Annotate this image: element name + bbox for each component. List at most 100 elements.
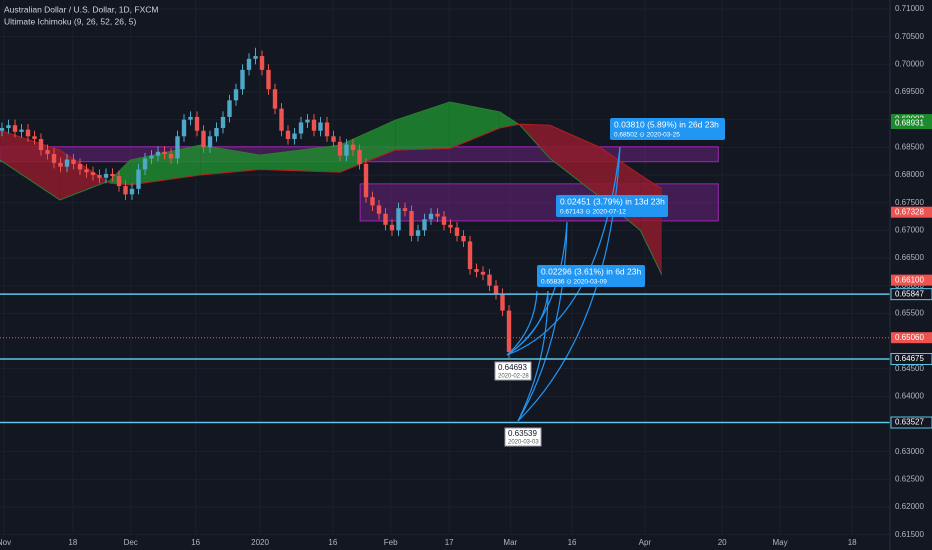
- y-tick-label: 0.64500: [895, 364, 924, 373]
- candle-body: [168, 153, 174, 159]
- candle-body: [487, 274, 492, 286]
- cloud-segment: [549, 125, 601, 198]
- curve: [506, 290, 549, 356]
- candle-body: [233, 89, 239, 101]
- candle-body: [357, 150, 362, 164]
- candle-body: [422, 219, 427, 231]
- y-tick-label: 0.67500: [895, 198, 924, 207]
- anchor-price: 0.64693: [498, 363, 527, 372]
- x-tick-label: 18: [68, 538, 77, 547]
- cloud-segment: [200, 145, 261, 176]
- candle-body: [227, 100, 232, 117]
- cloud-segment: [260, 145, 341, 173]
- y-tick-label: 0.61500: [895, 530, 924, 539]
- candle-body: [6, 125, 11, 128]
- measure-detail: 0.65836 ⊙ 2020-03-09: [541, 279, 607, 286]
- candle-body: [376, 205, 382, 214]
- candle-body: [162, 151, 167, 154]
- candle-body: [370, 197, 375, 206]
- x-tick-label: 17: [445, 538, 454, 547]
- price-label: 0.66100: [895, 275, 924, 284]
- candle-body: [64, 159, 70, 167]
- measure-box: [610, 118, 725, 140]
- cloud-line: [0, 101, 663, 275]
- candle-body: [142, 158, 148, 170]
- candle-body: [58, 162, 63, 167]
- price-label: 0.65060: [895, 333, 924, 342]
- candle-body: [38, 139, 44, 151]
- candle-body: [454, 227, 460, 236]
- candle-body: [311, 119, 317, 131]
- candle-body: [188, 116, 193, 120]
- measure-text: 0.02296 (3.61%) in 6d 23h: [541, 266, 641, 276]
- candle-body: [331, 136, 336, 142]
- y-tick-label: 0.66500: [895, 253, 924, 262]
- x-tick-label: 16: [191, 538, 200, 547]
- candle-body: [435, 213, 440, 217]
- measure-box: [556, 195, 668, 217]
- candle-body: [123, 186, 128, 195]
- candle-body: [116, 176, 122, 187]
- candle-body: [383, 213, 388, 225]
- cloud-segment: [449, 101, 500, 149]
- cloud-segment: [395, 101, 450, 151]
- candle-body: [363, 163, 369, 198]
- candle-body: [272, 89, 278, 109]
- price-label-box: [891, 206, 932, 218]
- curve: [517, 290, 549, 422]
- curve: [506, 290, 538, 356]
- candle-body: [344, 144, 349, 156]
- cloud-segment: [109, 160, 131, 185]
- candle-body: [97, 175, 102, 178]
- candle-body: [506, 310, 512, 353]
- x-tick-label: 16: [328, 538, 337, 547]
- x-tick-label: Mar: [503, 538, 517, 547]
- x-tick-label: Dec: [124, 538, 138, 547]
- candle-body: [441, 216, 447, 225]
- y-tick-label: 0.67000: [895, 225, 924, 234]
- candle-body: [409, 210, 414, 236]
- candle-body: [246, 58, 252, 70]
- candle-body: [500, 293, 505, 311]
- candle-body: [201, 130, 206, 148]
- price-label: 0.68931: [895, 119, 924, 128]
- chart-subtitle: Ultimate Ichimoku (9, 26, 52, 26, 5): [4, 16, 136, 26]
- price-label-box: [891, 332, 932, 344]
- measure-detail: 0.68502 ⊙ 2020-03-25: [614, 132, 680, 139]
- cloud-segment: [499, 111, 521, 128]
- candle-body: [71, 159, 76, 164]
- y-tick-label: 0.71000: [895, 4, 924, 13]
- candle-body: [389, 224, 395, 231]
- price-label: 0.63527: [895, 418, 924, 427]
- overlay: 0.03810 (5.89%) in 26d 23h 0.68502 ⊙ 2020…: [0, 118, 890, 447]
- candle-body: [318, 122, 323, 131]
- y-tick-label: 0.70000: [895, 59, 924, 68]
- y-tick-label: 0.68000: [895, 170, 924, 179]
- measure-text: 0.02451 (3.79%) in 13d 23h: [560, 196, 665, 206]
- candle-body: [253, 56, 258, 59]
- anchor-box: [504, 427, 542, 447]
- price-label: 0.65847: [895, 289, 924, 298]
- y-tick-label: 0.68500: [895, 142, 924, 151]
- candle-body: [448, 224, 453, 228]
- candle-body: [461, 235, 466, 242]
- anchor-date: 2020-03-03: [508, 440, 539, 446]
- y-tick-label: 0.69500: [895, 87, 924, 96]
- x-tick-label: Apr: [639, 538, 652, 547]
- candle-body: [467, 241, 473, 270]
- candle-body: [19, 129, 24, 132]
- cloud-segment: [340, 120, 396, 173]
- candle-body: [259, 56, 265, 70]
- price-label-box: [890, 352, 932, 365]
- measure-detail: 0.67143 ⊙ 2020-07-12: [560, 209, 626, 216]
- measure: 0.02296 (3.61%) in 6d 23h 0.65836 ⊙ 2020-…: [537, 265, 645, 287]
- x-tick-label: Feb: [384, 538, 398, 547]
- candle-body: [129, 188, 135, 195]
- price-label: 0.64675: [895, 354, 924, 363]
- candle-body: [220, 116, 226, 128]
- candle-body: [480, 271, 486, 275]
- candle-body: [149, 155, 154, 159]
- measure: 0.03810 (5.89%) in 26d 23h 0.68502 ⊙ 2020…: [610, 118, 725, 140]
- candle-body: [0, 127, 5, 131]
- y-tick-label: 0.64000: [895, 391, 924, 400]
